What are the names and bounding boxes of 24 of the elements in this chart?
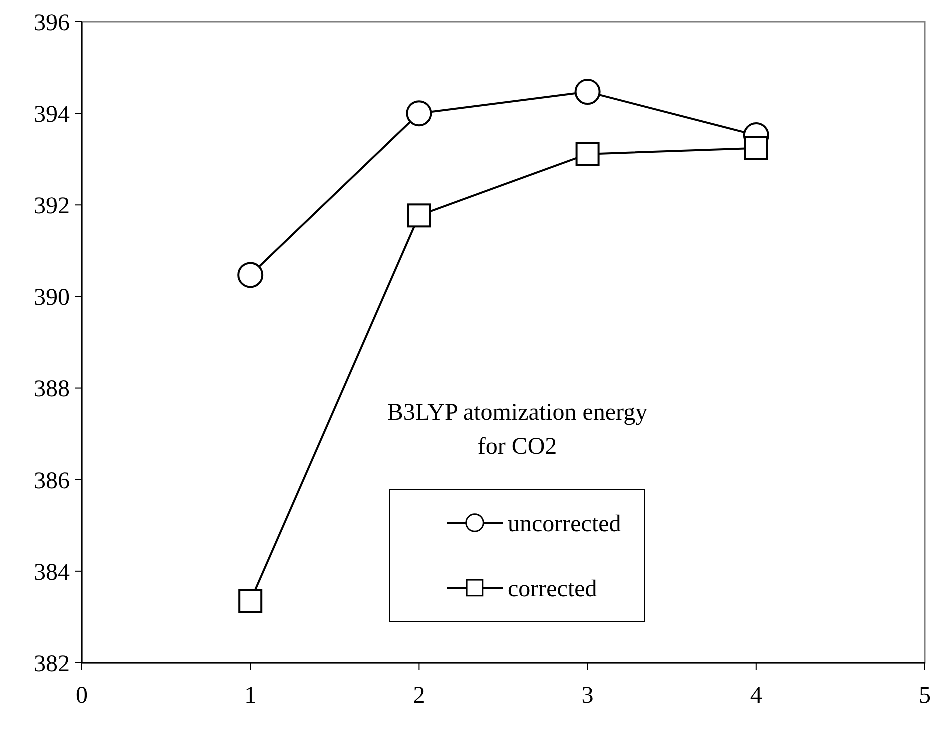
point bbox=[574, 79, 601, 106]
x-tick-label: 2 bbox=[413, 683, 426, 709]
point bbox=[576, 142, 600, 166]
point bbox=[238, 589, 263, 614]
point bbox=[406, 100, 432, 127]
y-tick-label: 396 bbox=[34, 10, 70, 36]
point bbox=[407, 204, 432, 228]
x-tick-label: 1 bbox=[244, 683, 257, 709]
x-tick-label: 0 bbox=[76, 683, 88, 709]
y-tick-label: 384 bbox=[34, 560, 70, 586]
legend-title: B3LYP atomization energy for CO2 bbox=[387, 400, 648, 460]
y-tick-label: 392 bbox=[34, 194, 70, 220]
y-tick-label: 394 bbox=[34, 102, 70, 128]
y-tick-label: 386 bbox=[34, 468, 70, 494]
x-tick-label: 3 bbox=[582, 683, 594, 709]
legend-label: corrected bbox=[508, 576, 598, 602]
point bbox=[238, 262, 264, 288]
y-tick-label: 382 bbox=[34, 651, 70, 678]
point bbox=[744, 136, 768, 160]
y-tick-label: 390 bbox=[34, 285, 70, 312]
legend-label: uncorrected bbox=[508, 511, 622, 538]
y-tick-label: 388 bbox=[34, 376, 70, 403]
x-tick-label: 4 bbox=[750, 683, 762, 709]
x-tick-label: 5 bbox=[919, 683, 931, 709]
